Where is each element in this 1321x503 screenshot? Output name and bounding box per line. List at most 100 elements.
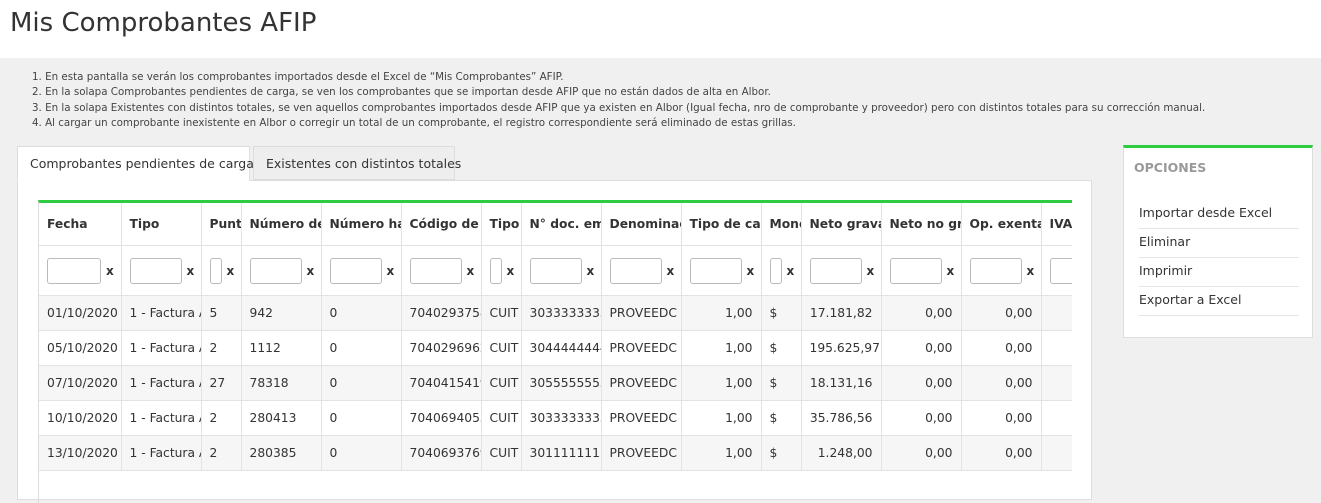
cell: 0,00 bbox=[961, 400, 1042, 436]
column-header[interactable]: IVA bbox=[1041, 203, 1072, 246]
filter-input[interactable] bbox=[1049, 257, 1072, 284]
filter-input[interactable] bbox=[609, 257, 662, 284]
filter-input[interactable] bbox=[329, 257, 382, 284]
column-header[interactable]: Neto gravad bbox=[801, 203, 882, 246]
options-panel: OPCIONES Importar desde Excel Eliminar Imp… bbox=[1123, 145, 1313, 338]
filter-input[interactable] bbox=[249, 257, 302, 284]
filter-clear[interactable]: x bbox=[306, 263, 315, 278]
filter-clear[interactable]: x bbox=[1026, 263, 1035, 278]
cell: 1 - Factura A bbox=[121, 435, 202, 471]
filter-clear[interactable]: x bbox=[506, 263, 515, 278]
filter-clear[interactable]: x bbox=[586, 263, 595, 278]
filter-input[interactable] bbox=[529, 257, 582, 284]
option-link[interactable]: Imprimir bbox=[1139, 258, 1299, 287]
filter-input[interactable] bbox=[689, 257, 742, 284]
filter-cell: x bbox=[881, 245, 962, 296]
filter-clear[interactable]: x bbox=[746, 263, 755, 278]
cell: 1,00 bbox=[681, 330, 762, 366]
filter-cell: x bbox=[761, 245, 802, 296]
filter-input[interactable] bbox=[129, 257, 182, 284]
filter-clear[interactable]: x bbox=[186, 263, 195, 278]
column-header[interactable]: Tipo bbox=[481, 203, 522, 246]
cell: CUIT bbox=[481, 295, 522, 331]
cell: $ bbox=[761, 295, 802, 331]
filter-clear[interactable]: x bbox=[866, 263, 875, 278]
filter-input[interactable] bbox=[409, 257, 462, 284]
cell: 2 bbox=[201, 330, 242, 366]
cell: CUIT bbox=[481, 435, 522, 471]
filter-input[interactable] bbox=[809, 257, 862, 284]
cell: 35.786,56 bbox=[801, 400, 882, 436]
column-header[interactable]: Tipo de can bbox=[681, 203, 762, 246]
data-row[interactable]: 13/10/2020 1 - Factura A 2 280385 0 704069376… bbox=[39, 435, 1072, 471]
column-header[interactable]: Código de a bbox=[401, 203, 482, 246]
data-row[interactable]: 10/10/2020 1 - Factura A 2 280413 0 704069405… bbox=[39, 400, 1072, 436]
cell: 7040415419 bbox=[401, 365, 482, 401]
filter-input[interactable] bbox=[769, 257, 782, 284]
cell: 27 bbox=[201, 365, 242, 401]
filter-input[interactable] bbox=[47, 257, 101, 284]
option-link[interactable]: Importar desde Excel bbox=[1139, 200, 1299, 229]
filter-cell: x bbox=[321, 245, 402, 296]
cell: $ bbox=[761, 330, 802, 366]
cell: 1.248,00 bbox=[801, 435, 882, 471]
filter-cell: x bbox=[601, 245, 682, 296]
column-header[interactable]: Número des bbox=[241, 203, 322, 246]
filter-clear[interactable]: x bbox=[466, 263, 475, 278]
cell: 0,00 bbox=[961, 435, 1042, 471]
filter-clear[interactable]: x bbox=[786, 263, 795, 278]
cell: 1 - Factura A bbox=[121, 365, 202, 401]
cell: 7040296962 bbox=[401, 330, 482, 366]
cell: 1 - Factura A bbox=[121, 400, 202, 436]
cell: 0 bbox=[321, 295, 402, 331]
column-header[interactable]: Denominac bbox=[601, 203, 682, 246]
cell: 3033333333 bbox=[521, 295, 602, 331]
data-row[interactable]: 01/10/2020 1 - Factura A 5 942 0 7040293758 CU… bbox=[39, 295, 1072, 331]
cell: 3055555555 bbox=[521, 365, 602, 401]
filter-clear[interactable]: x bbox=[226, 263, 235, 278]
tab[interactable]: Comprobantes pendientes de carga bbox=[17, 146, 254, 181]
cell: 0,00 bbox=[881, 365, 962, 401]
cell: 7 bbox=[1041, 400, 1072, 436]
tab[interactable]: Existentes con distintos totales bbox=[253, 146, 461, 180]
filter-cell: x bbox=[401, 245, 482, 296]
filter-input[interactable] bbox=[489, 257, 502, 284]
note: 3. En la solapa Existentes con distintos… bbox=[32, 101, 1206, 114]
cell: 0,00 bbox=[961, 330, 1042, 366]
cell: $ bbox=[761, 400, 802, 436]
filter-clear[interactable]: x bbox=[106, 263, 114, 278]
column-header[interactable]: Fecha bbox=[39, 203, 122, 246]
column-header[interactable]: Tipo bbox=[121, 203, 202, 246]
cell: 1,00 bbox=[681, 295, 762, 331]
cell: PROVEEDC bbox=[601, 365, 682, 401]
filter-input[interactable] bbox=[889, 257, 942, 284]
cell bbox=[1041, 435, 1072, 471]
cell: 78318 bbox=[241, 365, 322, 401]
cell: 3044444444 bbox=[521, 330, 602, 366]
cell: 3033333333 bbox=[521, 400, 602, 436]
data-row[interactable]: 07/10/2020 1 - Factura A 27 78318 0 704041541… bbox=[39, 365, 1072, 401]
filter-clear[interactable]: x bbox=[386, 263, 395, 278]
filter-clear[interactable]: x bbox=[946, 263, 955, 278]
option-link[interactable]: Eliminar bbox=[1139, 229, 1299, 258]
column-header[interactable]: Punt bbox=[201, 203, 242, 246]
column-header[interactable]: Mone bbox=[761, 203, 802, 246]
filter-input[interactable] bbox=[209, 257, 222, 284]
cell: 0,00 bbox=[961, 295, 1042, 331]
column-header[interactable]: Op. exentas bbox=[961, 203, 1042, 246]
column-header[interactable]: Número has bbox=[321, 203, 402, 246]
column-header[interactable]: Neto no gra bbox=[881, 203, 962, 246]
column-header[interactable]: N° doc. emi bbox=[521, 203, 602, 246]
cell: 0,00 bbox=[881, 435, 962, 471]
filter-input[interactable] bbox=[969, 257, 1022, 284]
cell: 17.181,82 bbox=[801, 295, 882, 331]
filter-cell: x bbox=[241, 245, 322, 296]
data-row[interactable]: 05/10/2020 1 - Factura A 2 1112 0 7040296962 C… bbox=[39, 330, 1072, 366]
option-link[interactable]: Exportar a Excel bbox=[1139, 287, 1299, 316]
cell: 2 bbox=[201, 400, 242, 436]
filter-clear[interactable]: x bbox=[666, 263, 675, 278]
cell: PROVEEDC bbox=[601, 295, 682, 331]
